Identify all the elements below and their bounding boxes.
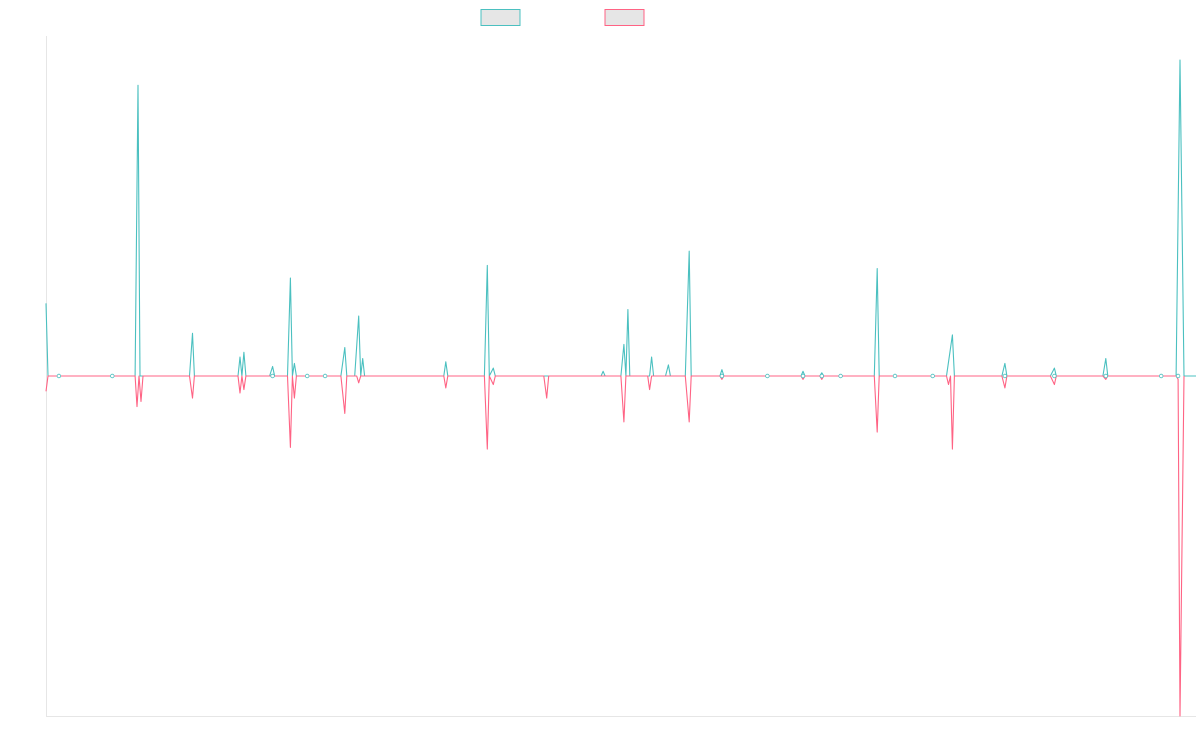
legend-swatch-1[interactable]	[480, 9, 521, 26]
series-layer	[45, 59, 1196, 717]
data-point-17[interactable]	[1175, 373, 1181, 379]
data-point-16[interactable]	[1158, 373, 1164, 379]
data-point-9[interactable]	[819, 373, 824, 379]
data-point-11[interactable]	[892, 373, 898, 379]
data-point-7[interactable]	[765, 373, 770, 379]
marker-layer	[56, 373, 1181, 379]
data-point-8[interactable]	[800, 373, 806, 379]
series-line-1	[45, 59, 1185, 377]
series-line-2	[45, 375, 1185, 717]
data-point-2[interactable]	[110, 373, 115, 379]
data-point-15[interactable]	[1103, 373, 1108, 379]
data-point-12[interactable]	[930, 373, 935, 379]
data-point-5[interactable]	[322, 373, 328, 379]
legend[interactable]	[480, 9, 645, 26]
data-point-13[interactable]	[1002, 373, 1008, 379]
data-point-14[interactable]	[1052, 373, 1057, 379]
data-point-4[interactable]	[305, 373, 310, 379]
data-point-6[interactable]	[719, 373, 725, 379]
data-point-3[interactable]	[270, 373, 275, 379]
data-point-1[interactable]	[56, 373, 62, 379]
legend-swatch-2[interactable]	[604, 9, 645, 26]
data-point-10[interactable]	[838, 373, 843, 379]
